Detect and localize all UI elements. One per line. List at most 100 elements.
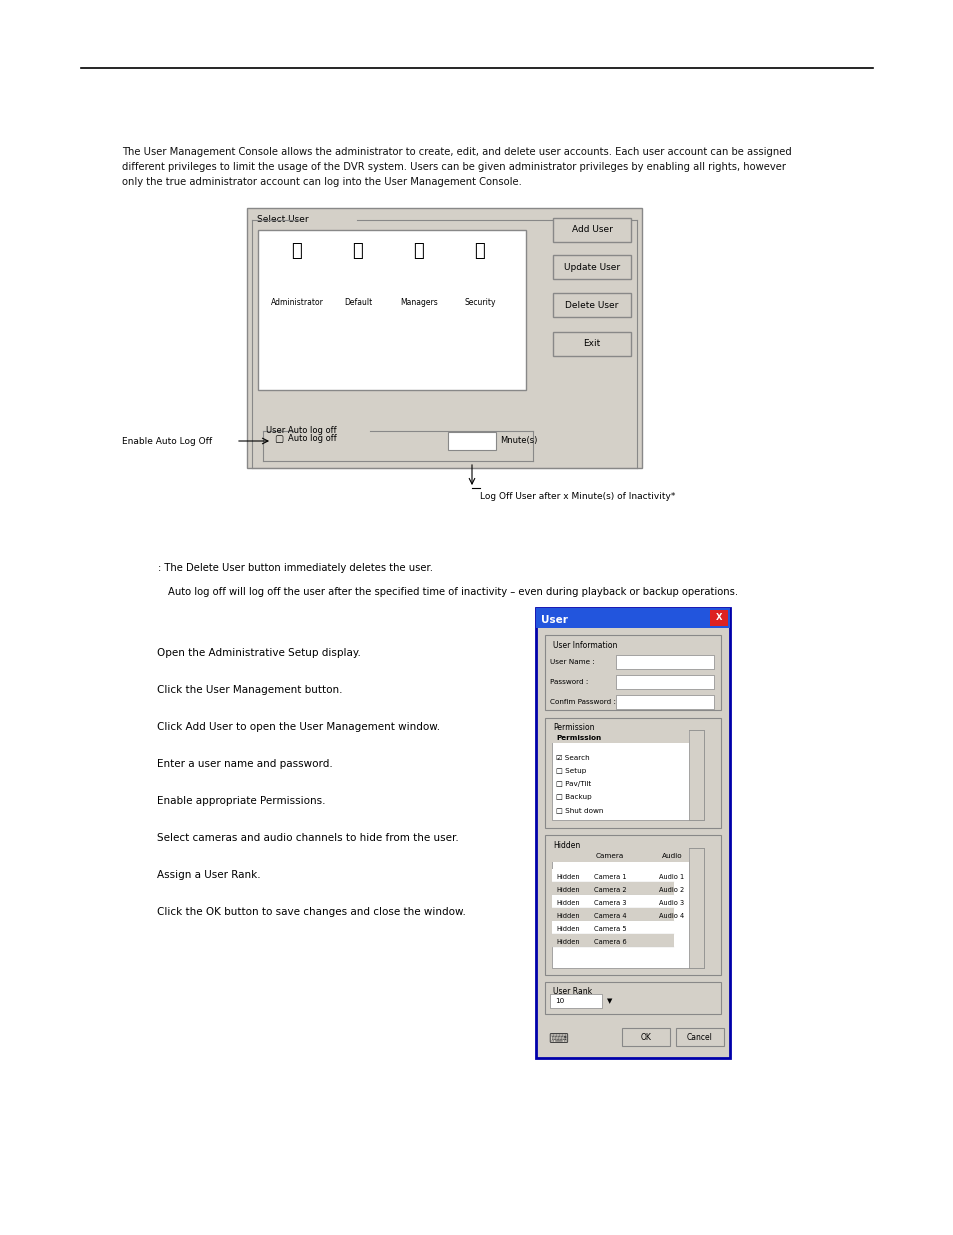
Text: Update User: Update User: [563, 263, 619, 272]
Text: Auto log off will log off the user after the specified time of inactivity – even: Auto log off will log off the user after…: [168, 587, 738, 597]
Text: Audio 3: Audio 3: [659, 900, 684, 906]
Text: different privileges to limit the usage of the DVR system. Users can be given ad: different privileges to limit the usage …: [122, 162, 785, 172]
FancyBboxPatch shape: [552, 848, 703, 968]
Text: Add User: Add User: [571, 226, 612, 235]
FancyBboxPatch shape: [552, 895, 673, 908]
Text: Click Add User to open the User Management window.: Click Add User to open the User Manageme…: [157, 722, 439, 732]
Text: Default: Default: [343, 298, 372, 308]
Text: Mnute(s): Mnute(s): [499, 436, 537, 446]
Text: Hidden: Hidden: [553, 841, 579, 850]
FancyBboxPatch shape: [553, 219, 630, 242]
Text: Camera: Camera: [596, 853, 623, 860]
FancyBboxPatch shape: [544, 835, 720, 974]
FancyBboxPatch shape: [553, 254, 630, 279]
Text: X: X: [715, 614, 721, 622]
FancyBboxPatch shape: [552, 730, 688, 743]
Text: Permission: Permission: [553, 724, 594, 732]
FancyBboxPatch shape: [552, 921, 673, 934]
Text: User Auto log off: User Auto log off: [266, 426, 336, 436]
Text: Hidden: Hidden: [556, 887, 579, 893]
Text: Enable appropriate Permissions.: Enable appropriate Permissions.: [157, 797, 325, 806]
Text: □ Setup: □ Setup: [556, 768, 586, 774]
Text: User Name :: User Name :: [550, 659, 595, 664]
Text: □ Backup: □ Backup: [556, 794, 591, 800]
Text: Hidden: Hidden: [556, 926, 579, 932]
Text: : The Delete User button immediately deletes the user.: : The Delete User button immediately del…: [158, 563, 433, 573]
Text: Delete User: Delete User: [565, 300, 618, 310]
Text: Auto log off: Auto log off: [288, 433, 336, 443]
Text: Click the OK button to save changes and close the window.: Click the OK button to save changes and …: [157, 906, 465, 918]
FancyBboxPatch shape: [544, 635, 720, 710]
Text: □ Pav/Tilt: □ Pav/Tilt: [556, 781, 591, 787]
FancyBboxPatch shape: [616, 695, 713, 709]
Text: ▢: ▢: [274, 433, 283, 445]
Text: OK: OK: [639, 1032, 651, 1041]
Text: User Rank: User Rank: [553, 988, 592, 997]
FancyBboxPatch shape: [676, 1028, 723, 1046]
FancyBboxPatch shape: [552, 882, 673, 895]
Text: Hidden: Hidden: [556, 913, 579, 919]
Text: Audio 2: Audio 2: [659, 887, 684, 893]
Text: Hidden: Hidden: [556, 939, 579, 945]
Text: 🔑: 🔑: [353, 242, 363, 261]
Text: Exit: Exit: [583, 340, 600, 348]
Text: Camera 6: Camera 6: [593, 939, 626, 945]
Text: Camera 3: Camera 3: [593, 900, 625, 906]
Text: ☑ Search: ☑ Search: [556, 755, 589, 761]
FancyBboxPatch shape: [544, 982, 720, 1014]
FancyBboxPatch shape: [257, 230, 525, 390]
FancyBboxPatch shape: [536, 608, 729, 1058]
FancyBboxPatch shape: [709, 610, 727, 626]
Text: Camera 1: Camera 1: [593, 874, 625, 881]
Text: 🔑: 🔑: [292, 242, 302, 261]
FancyBboxPatch shape: [552, 908, 673, 921]
Text: User Information: User Information: [553, 641, 617, 650]
Text: User: User: [540, 615, 567, 625]
FancyBboxPatch shape: [688, 730, 703, 820]
Text: Open the Administrative Setup display.: Open the Administrative Setup display.: [157, 648, 360, 658]
FancyBboxPatch shape: [616, 655, 713, 669]
Text: Click the User Management button.: Click the User Management button.: [157, 685, 342, 695]
Text: Enter a user name and password.: Enter a user name and password.: [157, 760, 333, 769]
FancyBboxPatch shape: [552, 848, 688, 862]
FancyBboxPatch shape: [553, 293, 630, 317]
Text: 🔑: 🔑: [414, 242, 424, 261]
FancyBboxPatch shape: [544, 718, 720, 827]
FancyBboxPatch shape: [616, 676, 713, 689]
Text: Hidden: Hidden: [556, 874, 579, 881]
FancyBboxPatch shape: [448, 432, 496, 450]
Text: Audio: Audio: [661, 853, 681, 860]
Text: only the true administrator account can log into the User Management Console.: only the true administrator account can …: [122, 177, 521, 186]
Text: Assign a User Rank.: Assign a User Rank.: [157, 869, 260, 881]
Text: Audio 1: Audio 1: [659, 874, 684, 881]
FancyBboxPatch shape: [536, 608, 729, 629]
Text: Administrator: Administrator: [271, 298, 323, 308]
FancyBboxPatch shape: [553, 332, 630, 356]
Text: ▼: ▼: [607, 998, 612, 1004]
FancyBboxPatch shape: [550, 994, 601, 1008]
FancyBboxPatch shape: [552, 730, 703, 820]
Text: 🔑: 🔑: [475, 242, 485, 261]
FancyBboxPatch shape: [621, 1028, 669, 1046]
Text: Log Off User after x Minute(s) of Inactivity*: Log Off User after x Minute(s) of Inacti…: [479, 492, 675, 501]
Text: 10: 10: [555, 998, 563, 1004]
FancyBboxPatch shape: [552, 869, 673, 882]
Text: Audio 4: Audio 4: [659, 913, 684, 919]
FancyBboxPatch shape: [247, 207, 641, 468]
Text: Confim Password :: Confim Password :: [550, 699, 616, 705]
Text: Camera 4: Camera 4: [593, 913, 626, 919]
Text: Cancel: Cancel: [686, 1032, 712, 1041]
Text: Camera 2: Camera 2: [593, 887, 626, 893]
Text: Permission: Permission: [556, 735, 600, 741]
Text: The User Management Console allows the administrator to create, edit, and delete: The User Management Console allows the a…: [122, 147, 791, 157]
Text: Select cameras and audio channels to hide from the user.: Select cameras and audio channels to hid…: [157, 832, 458, 844]
Text: Camera 5: Camera 5: [593, 926, 626, 932]
Text: Hidden: Hidden: [556, 900, 579, 906]
FancyBboxPatch shape: [552, 934, 673, 947]
Text: Select User: Select User: [256, 215, 309, 225]
Text: Enable Auto Log Off: Enable Auto Log Off: [122, 436, 212, 446]
Text: Security: Security: [464, 298, 496, 308]
Text: Managers: Managers: [399, 298, 437, 308]
Text: Password :: Password :: [550, 679, 588, 685]
Text: ⌨: ⌨: [547, 1032, 567, 1046]
